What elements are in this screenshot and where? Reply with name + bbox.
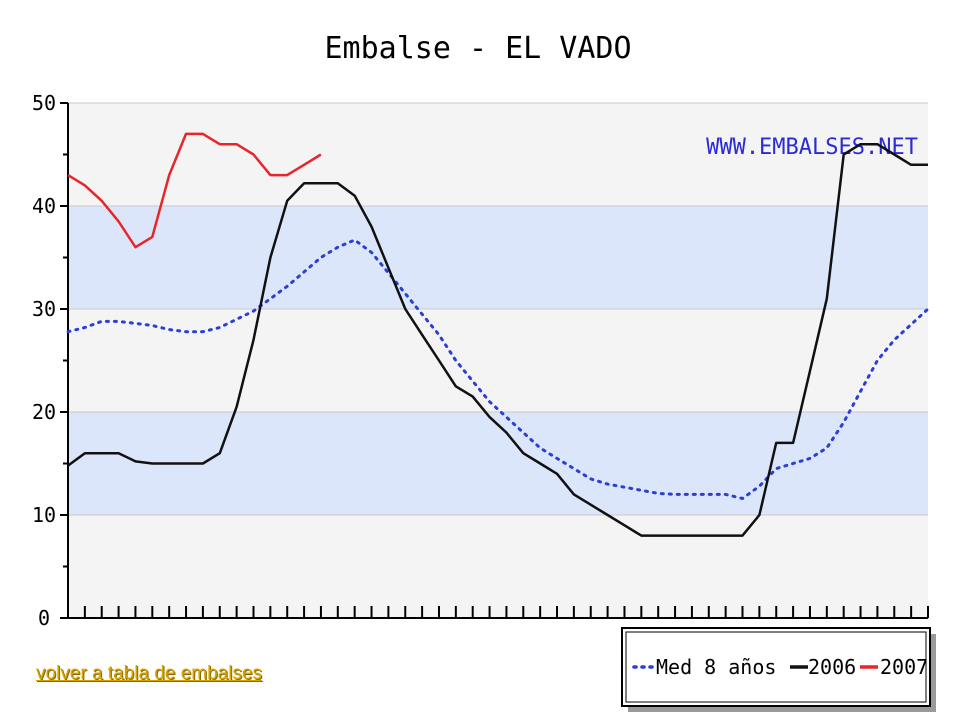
chart-title: Embalse - EL VADO bbox=[324, 31, 631, 66]
plot-band bbox=[68, 309, 928, 412]
y-tick-labels: 0 10 20 30 40 50 bbox=[32, 91, 56, 630]
legend-label-2: 2006 bbox=[808, 655, 856, 679]
series-lines bbox=[66, 132, 930, 537]
series-line-1 bbox=[66, 238, 930, 500]
legend-inner-border bbox=[625, 631, 927, 703]
y-tick-label: 10 bbox=[32, 503, 56, 527]
series-line-2 bbox=[67, 142, 928, 537]
series-line-3 bbox=[67, 132, 322, 249]
legend-label-1: Med 8 años bbox=[656, 655, 776, 679]
y-tick-label: 20 bbox=[32, 400, 56, 424]
y-tick-label: 30 bbox=[32, 297, 56, 321]
plot-band bbox=[68, 206, 928, 309]
legend-box bbox=[621, 627, 931, 707]
y-tick-label: 40 bbox=[32, 194, 56, 218]
legend: Med 8 años 2006 2007 bbox=[621, 627, 936, 712]
back-to-table-link[interactable]: volver a tabla de embalses bbox=[36, 663, 263, 684]
plot-band bbox=[68, 515, 928, 618]
legend-label-3: 2007 bbox=[880, 655, 928, 679]
y-tick-label: 0 bbox=[38, 606, 50, 630]
axes bbox=[60, 102, 929, 619]
y-tick-label: 50 bbox=[32, 91, 56, 115]
plot-band bbox=[68, 412, 928, 515]
watermark: WWW.EMBALSES.NET bbox=[706, 135, 918, 160]
plot-band bbox=[68, 103, 928, 206]
plot-bands bbox=[68, 102, 928, 619]
